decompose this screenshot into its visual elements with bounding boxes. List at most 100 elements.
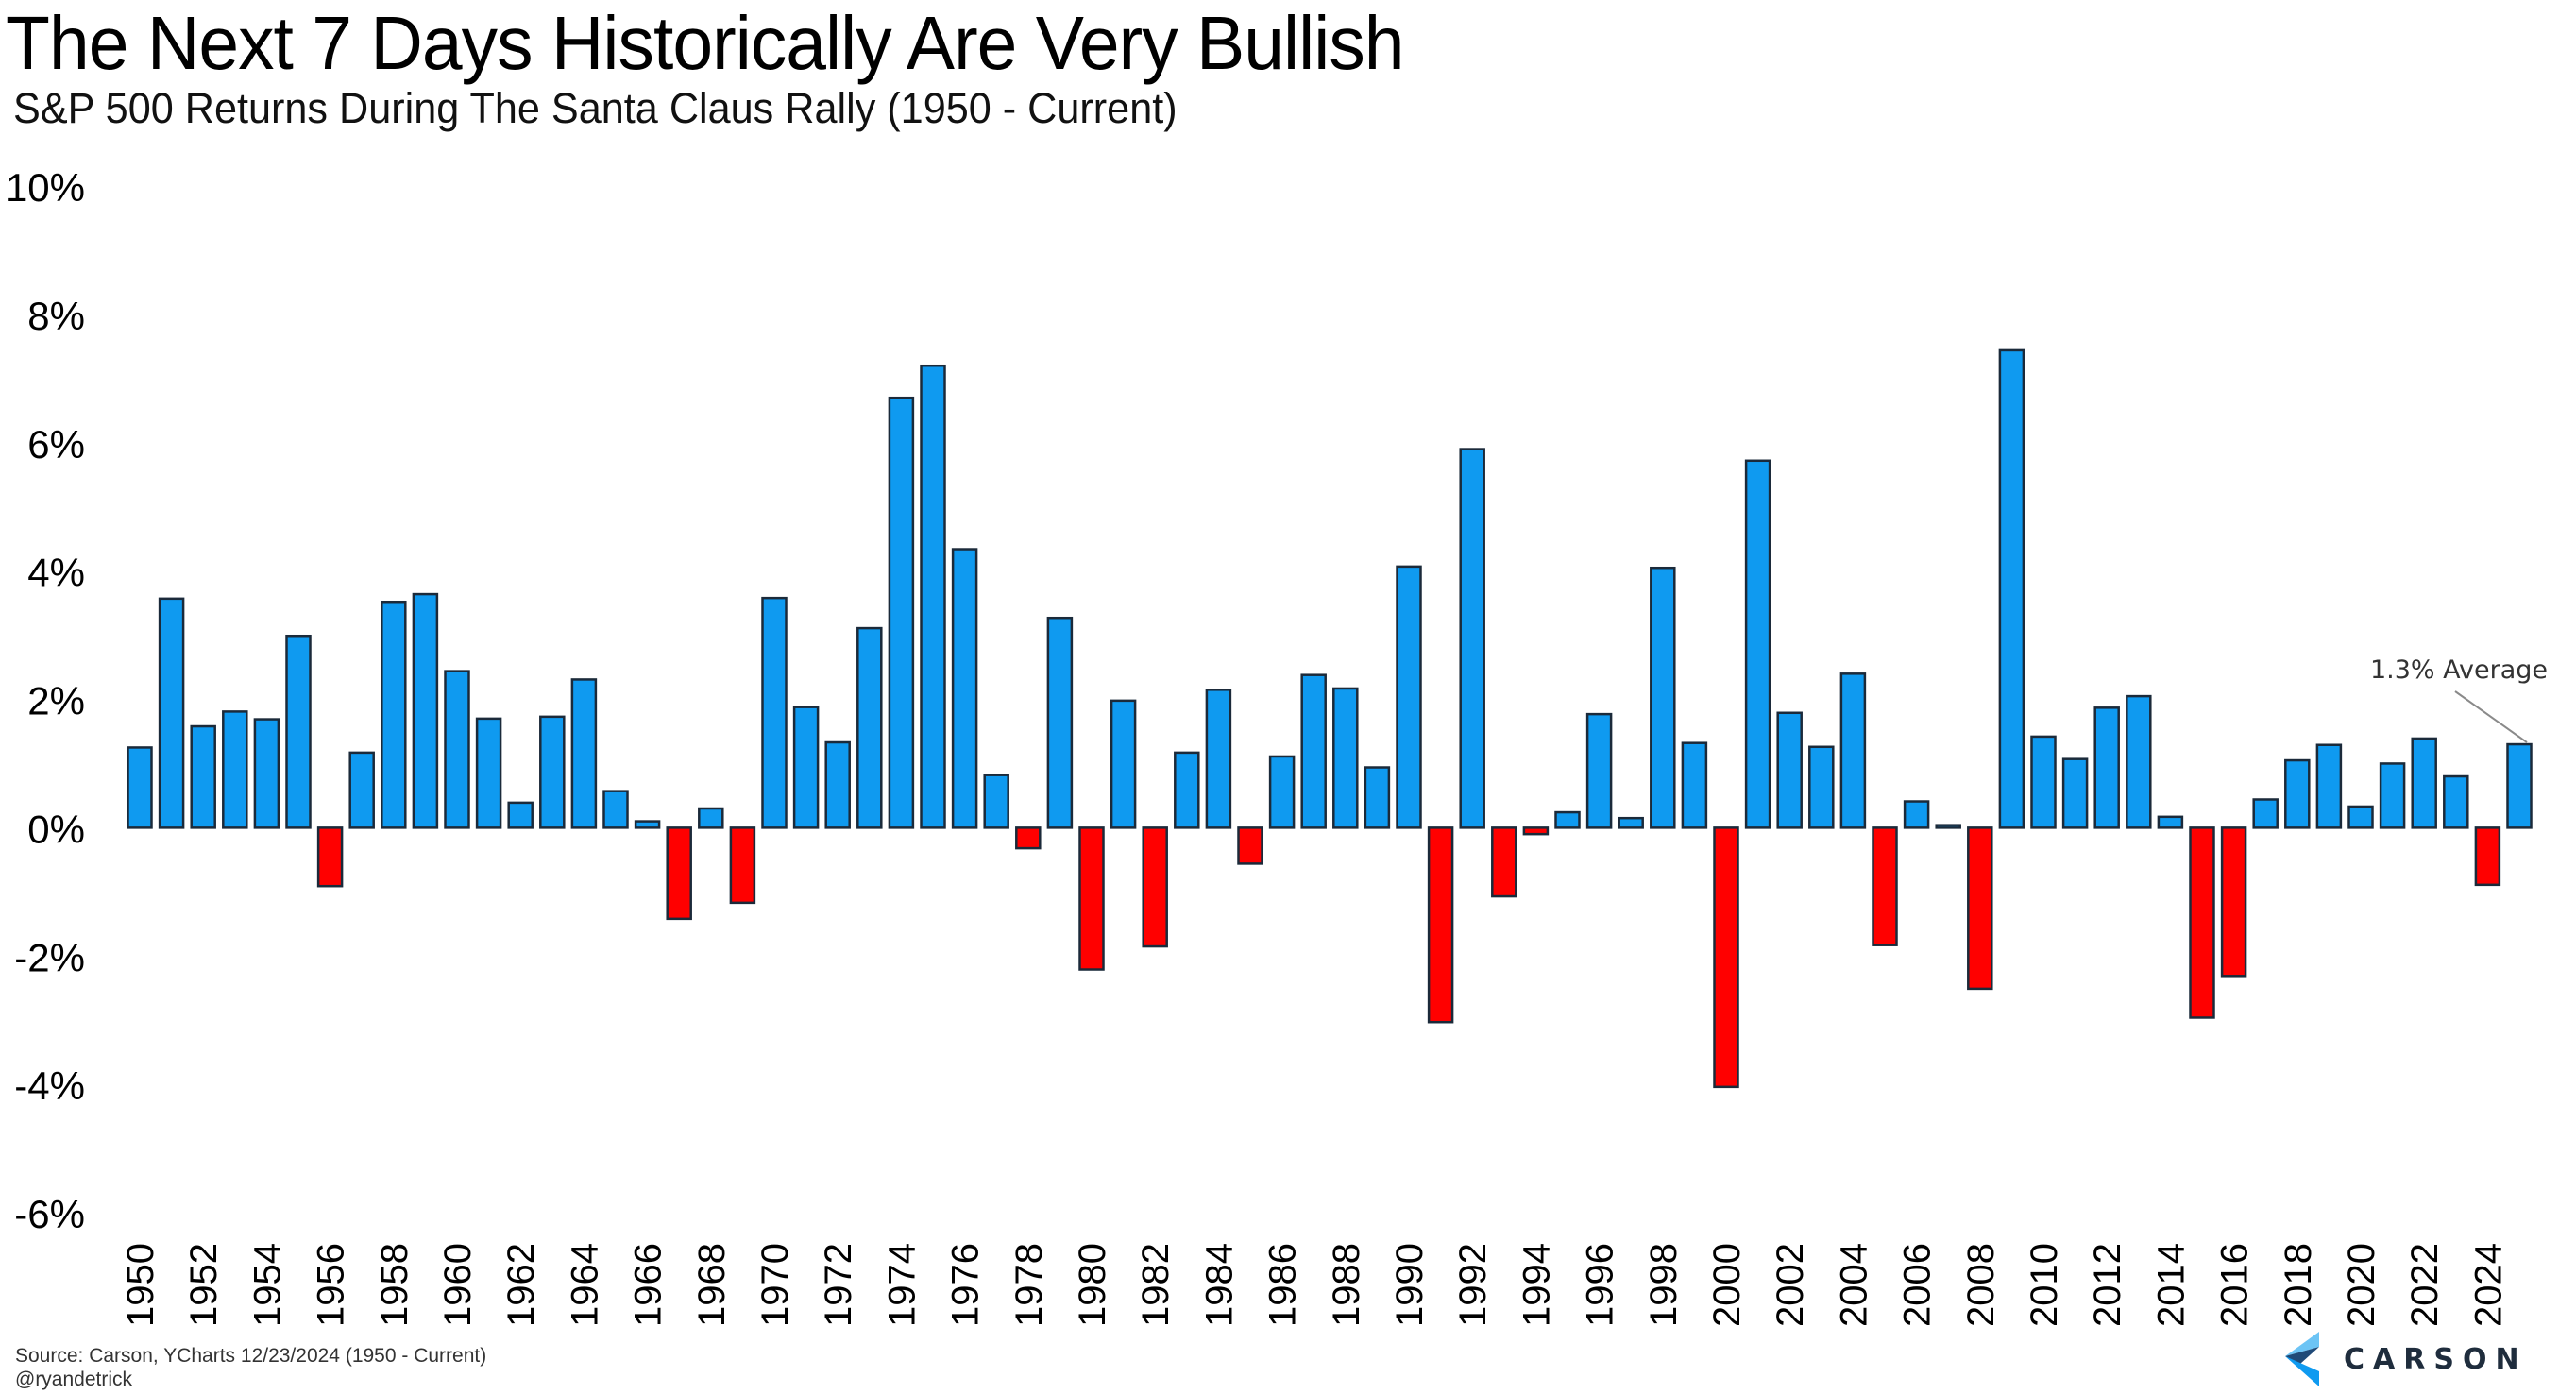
x-tick-label: 1952 — [183, 1243, 225, 1327]
x-tick-label: 2018 — [2278, 1243, 2319, 1327]
x-tick-label: 2022 — [2404, 1243, 2446, 1327]
bar-2012 — [2093, 706, 2120, 829]
bar-average — [2506, 742, 2533, 829]
y-tick-label: -2% — [14, 935, 85, 979]
bar-2004 — [1839, 672, 1867, 829]
bar-1974 — [888, 396, 915, 829]
bar-1957 — [348, 751, 375, 829]
bar-1964 — [570, 678, 598, 829]
bar-1952 — [190, 724, 216, 829]
carson-logo-text: CARSON — [2344, 1342, 2528, 1376]
y-tick-label: 10% — [6, 165, 85, 210]
x-tick-label: 2010 — [2024, 1243, 2065, 1327]
y-tick-label: 4% — [27, 551, 85, 595]
bar-2010 — [2030, 735, 2057, 829]
x-tick-label: 2008 — [1960, 1243, 2002, 1327]
chart-subtitle: S&P 500 Returns During The Santa Claus R… — [13, 84, 1178, 132]
y-tick-label: -4% — [14, 1063, 85, 1108]
bar-1973 — [856, 626, 883, 829]
bar-1954 — [253, 718, 280, 829]
bar-1995 — [1554, 810, 1581, 829]
x-tick-label: 1966 — [628, 1243, 669, 1327]
bar-2008 — [1967, 826, 1993, 991]
x-tick-label: 2004 — [1833, 1243, 1874, 1327]
source-note: Source: Carson, YCharts 12/23/2024 (1950… — [15, 1345, 487, 1367]
bars — [127, 348, 2533, 1089]
bar-1971 — [792, 706, 820, 829]
y-tick-label: -6% — [14, 1192, 85, 1236]
bar-1953 — [222, 710, 248, 829]
x-tick-label: 1982 — [1135, 1243, 1177, 1327]
bar-1976 — [951, 548, 978, 829]
bar-2022 — [2411, 737, 2437, 829]
x-tick-label: 1964 — [564, 1243, 605, 1327]
x-tick-label: 1996 — [1580, 1243, 1621, 1327]
bar-1977 — [983, 774, 1009, 829]
bar-1984 — [1205, 688, 1232, 829]
bar-2021 — [2379, 762, 2406, 829]
bar-1988 — [1332, 687, 1359, 829]
bar-2014 — [2157, 815, 2184, 829]
bar-2013 — [2126, 694, 2152, 829]
x-tick-label: 1962 — [500, 1243, 542, 1327]
bar-2001 — [1744, 459, 1771, 829]
bar-2000 — [1713, 826, 1739, 1089]
bar-1975 — [920, 364, 946, 829]
bar-1950 — [127, 746, 153, 829]
bar-1985 — [1237, 826, 1263, 865]
bar-1987 — [1300, 673, 1327, 829]
x-tick-label: 2006 — [1897, 1243, 1939, 1327]
bar-1958 — [381, 600, 407, 829]
bar-1991 — [1427, 826, 1454, 1024]
x-tick-label: 1990 — [1389, 1243, 1431, 1327]
x-tick-label: 1956 — [311, 1243, 352, 1327]
bar-1996 — [1585, 712, 1613, 829]
x-tick-label: 1988 — [1326, 1243, 1367, 1327]
y-tick-label: 2% — [27, 679, 85, 723]
bar-2023 — [2443, 774, 2469, 829]
x-tick-label: 1984 — [1198, 1243, 1240, 1327]
bar-1959 — [412, 592, 439, 829]
y-tick-label: 8% — [27, 294, 85, 338]
x-tick-label: 1992 — [1452, 1243, 1494, 1327]
bar-1968 — [698, 807, 724, 829]
y-axis: 10% 8% 6% 4% 2% 0% -2% -4% -6% — [6, 165, 85, 1236]
bar-2017 — [2252, 798, 2279, 829]
bar-1962 — [507, 801, 534, 829]
bar-1966 — [634, 820, 661, 829]
x-tick-label: 2012 — [2087, 1243, 2128, 1327]
bar-1989 — [1364, 766, 1391, 829]
bar-2020 — [2347, 805, 2374, 829]
bar-1956 — [316, 826, 344, 888]
bar-1986 — [1268, 755, 1296, 829]
bar-1979 — [1046, 616, 1074, 829]
x-tick-label: 1976 — [945, 1243, 987, 1327]
y-tick-label: 0% — [27, 807, 85, 851]
x-tick-label: 1980 — [1072, 1243, 1113, 1327]
carson-logo-icon — [2285, 1332, 2319, 1386]
bar-1982 — [1142, 826, 1168, 948]
bar-2011 — [2061, 757, 2089, 829]
x-tick-label: 2002 — [1770, 1243, 1811, 1327]
bar-1992 — [1459, 448, 1485, 829]
average-annotation: 1.3% Average — [2370, 655, 2548, 685]
bar-1970 — [761, 596, 788, 829]
x-tick-label: 1960 — [437, 1243, 479, 1327]
x-tick-label: 1950 — [120, 1243, 161, 1327]
x-tick-label: 2000 — [1706, 1243, 1748, 1327]
bar-1955 — [285, 634, 312, 829]
bar-2002 — [1776, 711, 1803, 829]
x-tick-label: 1970 — [754, 1243, 796, 1327]
x-tick-label: 1958 — [374, 1243, 415, 1327]
author-handle: @ryandetrick — [15, 1368, 133, 1390]
x-tick-label: 2016 — [2214, 1243, 2256, 1327]
annotation-leader-line — [2454, 690, 2528, 743]
bar-1994 — [1522, 826, 1550, 836]
bar-1990 — [1396, 565, 1422, 829]
x-tick-label: 2020 — [2341, 1243, 2382, 1327]
x-tick-label: 1974 — [881, 1243, 923, 1327]
bar-1981 — [1110, 699, 1137, 829]
bar-2016 — [2220, 826, 2247, 978]
bar-2003 — [1808, 745, 1835, 829]
bar-2019 — [2315, 743, 2343, 829]
